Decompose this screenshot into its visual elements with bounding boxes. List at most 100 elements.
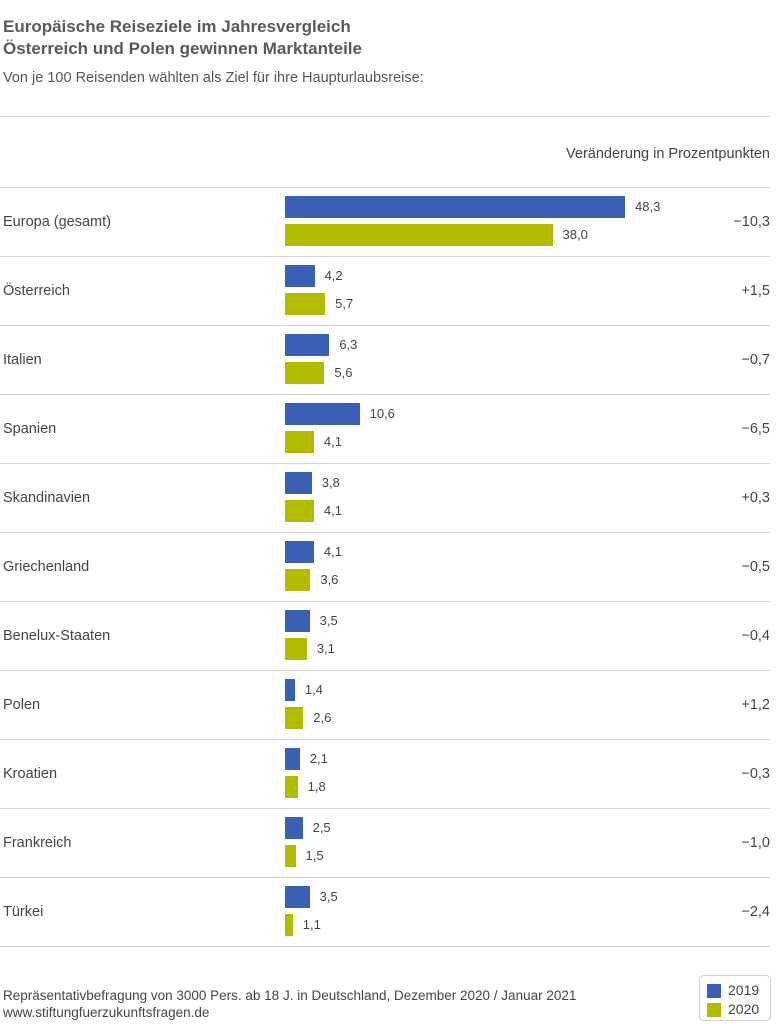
bar-2020 [285,776,298,798]
bar-2019 [285,334,330,356]
bar-2020 [285,431,314,453]
bar-2019 [285,610,310,632]
value-label-2020: 1,5 [305,848,324,863]
bar-2020 [285,569,311,591]
value-label-2020: 38,0 [562,227,588,242]
value-label-2019: 1,4 [304,682,323,697]
footer-source-note: Repräsentativbefragung von 3000 Pers. ab… [3,988,577,1003]
bar-2020 [285,293,326,315]
chart-row: Frankreich 2,5 1,5 −1,0 [0,808,776,877]
bar-2020 [285,707,304,729]
category-label: Europa (gesamt) [3,214,111,230]
bar-2020 [285,914,293,936]
change-value: −0,3 [741,766,770,782]
chart-row: Kroatien 2,1 1,8 −0,3 [0,739,776,808]
row-divider [0,739,770,740]
category-label: Türkei [3,904,44,920]
footer-url: www.stiftungfuerzukunftsfragen.de [3,1005,210,1020]
bar-2020 [285,224,553,246]
chart-row: Europa (gesamt) 48,3 38,0 −10,3 [0,187,776,256]
category-label: Frankreich [3,835,72,851]
change-value: −1,0 [741,835,770,851]
change-value: +0,3 [741,490,770,506]
legend-swatch-2020 [707,1003,721,1017]
value-label-2020: 3,1 [316,641,335,656]
value-label-2020: 2,6 [313,710,332,725]
category-label: Kroatien [3,766,58,782]
bar-2019 [285,265,315,287]
bottom-divider [0,946,770,947]
category-label: Italien [3,352,42,368]
row-divider [0,670,770,671]
bar-2019 [285,403,360,425]
value-label-2019: 10,6 [369,406,395,421]
bar-2020 [285,845,296,867]
chart-row: Österreich 4,2 5,7 +1,5 [0,256,776,325]
change-value: −0,5 [741,559,770,575]
legend-label-2020: 2020 [728,1001,760,1017]
change-value: +1,5 [741,283,770,299]
value-label-2020: 4,1 [323,503,342,518]
category-label: Österreich [3,283,70,299]
row-divider [0,532,770,533]
bar-2020 [285,362,325,384]
value-label-2020: 1,1 [302,917,321,932]
bar-2019 [285,748,300,770]
bar-2019 [285,886,310,908]
row-divider [0,256,770,257]
chart-title-line-1: Europäische Reiseziele im Jahresvergleic… [3,17,351,36]
bar-2020 [285,638,307,660]
chart-subtitle: Von je 100 Reisenden wählten als Ziel fü… [3,70,424,86]
value-label-2019: 4,1 [323,544,342,559]
bar-2019 [285,817,303,839]
value-label-2019: 4,2 [324,268,343,283]
change-value: −0,4 [741,628,770,644]
row-divider [0,325,770,326]
change-value: −0,7 [741,352,770,368]
row-divider [0,877,770,878]
change-value: +1,2 [741,697,770,713]
row-divider [0,601,770,602]
chart-row: Polen 1,4 2,6 +1,2 [0,670,776,739]
row-divider [0,187,770,188]
legend: 2019 2020 [699,975,771,1021]
change-column-header: Veränderung in Prozentpunkten [566,146,770,162]
bar-2019 [285,472,312,494]
value-label-2019: 2,1 [309,751,328,766]
row-divider [0,394,770,395]
category-label: Skandinavien [3,490,91,506]
chart-title-line-2: Österreich und Polen gewinnen Marktantei… [3,39,362,58]
value-label-2019: 6,3 [339,337,358,352]
chart-row: Türkei 3,5 1,1 −2,4 [0,877,776,946]
value-label-2020: 5,7 [335,296,354,311]
category-label: Benelux-Staaten [3,628,111,644]
bar-2019 [285,679,295,701]
value-label-2020: 1,8 [307,779,326,794]
category-label: Polen [3,697,41,713]
category-label: Griechenland [3,559,90,575]
row-divider [0,808,770,809]
bar-2019 [285,196,626,218]
chart-row: Griechenland 4,1 3,6 −0,5 [0,532,776,601]
value-label-2019: 3,5 [319,889,338,904]
value-label-2020: 4,1 [323,434,342,449]
chart-row: Italien 6,3 5,6 −0,7 [0,325,776,394]
change-value: −2,4 [741,904,770,920]
value-label-2019: 48,3 [635,199,661,214]
value-label-2020: 3,6 [320,572,339,587]
legend-label-2019: 2019 [728,982,760,998]
bar-2019 [285,541,314,563]
change-value: −10,3 [733,214,770,230]
chart-row: Spanien 10,6 4,1 −6,5 [0,394,776,463]
value-label-2019: 3,8 [321,475,340,490]
bar-2020 [285,500,314,522]
top-divider [0,116,770,117]
row-divider [0,463,770,464]
value-label-2019: 2,5 [312,820,331,835]
legend-swatch-2019 [707,984,721,998]
change-value: −6,5 [741,421,770,437]
chart-row: Benelux-Staaten 3,5 3,1 −0,4 [0,601,776,670]
value-label-2020: 5,6 [334,365,353,380]
chart-row: Skandinavien 3,8 4,1 +0,3 [0,463,776,532]
